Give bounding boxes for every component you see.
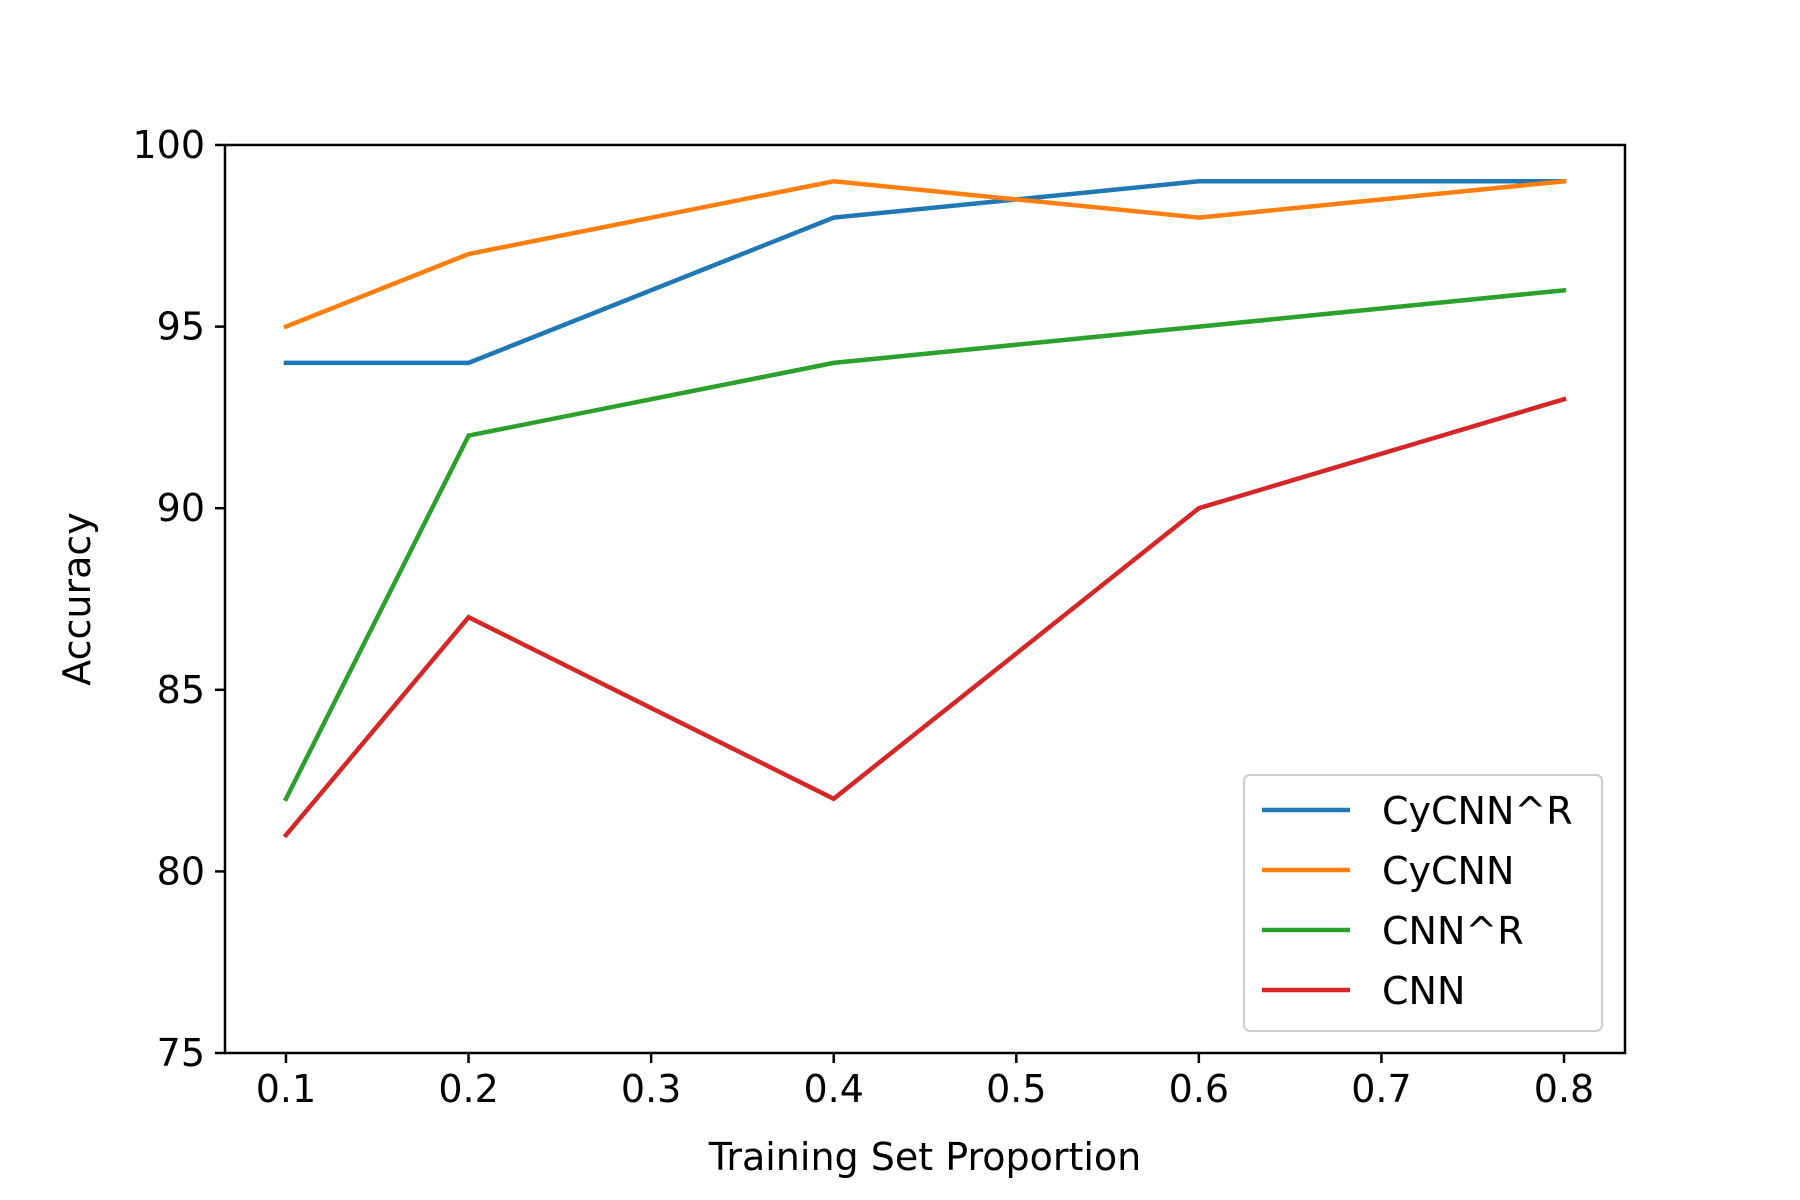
plot-area-frame (223, 143, 1627, 1055)
legend: CyCNN^R CyCNN CNN^R CNN (1243, 774, 1603, 1032)
x-tick-label: 0.2 (438, 1067, 498, 1111)
series-line-2 (282, 287, 1567, 802)
x-tick-label: 0.4 (803, 1067, 863, 1111)
series-line-3 (282, 396, 1567, 839)
y-tick-label: 80 (157, 849, 205, 893)
x-tick-label: 0.3 (621, 1067, 681, 1111)
x-axis-label: Training Set Proportion (708, 1135, 1142, 1179)
legend-frame (1243, 774, 1603, 1032)
y-tick-label: 100 (132, 123, 205, 167)
series-line-1 (283, 178, 1567, 330)
x-tick-label: 0.8 (1534, 1067, 1594, 1111)
legend-items: CyCNN^R CyCNN CNN^R CNN (1262, 789, 1573, 1013)
legend-label-0: CyCNN^R (1382, 789, 1573, 833)
legend-label-1: CyCNN (1382, 849, 1514, 893)
series-layer (282, 178, 1567, 839)
series-line-0 (283, 179, 1567, 366)
x-tick-label: 0.1 (256, 1067, 316, 1111)
x-tick-label: 0.7 (1351, 1067, 1411, 1111)
y-tick-label: 85 (157, 668, 205, 712)
y-axis-label: Accuracy (55, 512, 99, 686)
y-tick-label: 75 (157, 1031, 205, 1075)
y-axis: 75 80 85 90 95 100 (132, 123, 225, 1075)
y-tick-label: 90 (157, 486, 205, 530)
x-tick-label: 0.5 (986, 1067, 1046, 1111)
x-axis: 0.1 0.2 0.3 0.4 0.5 0.6 0.7 0.8 (256, 1053, 1594, 1111)
y-tick-label: 95 (157, 305, 205, 349)
legend-label-3: CNN (1382, 969, 1465, 1013)
legend-label-2: CNN^R (1382, 909, 1524, 953)
x-tick-label: 0.6 (1169, 1067, 1229, 1111)
